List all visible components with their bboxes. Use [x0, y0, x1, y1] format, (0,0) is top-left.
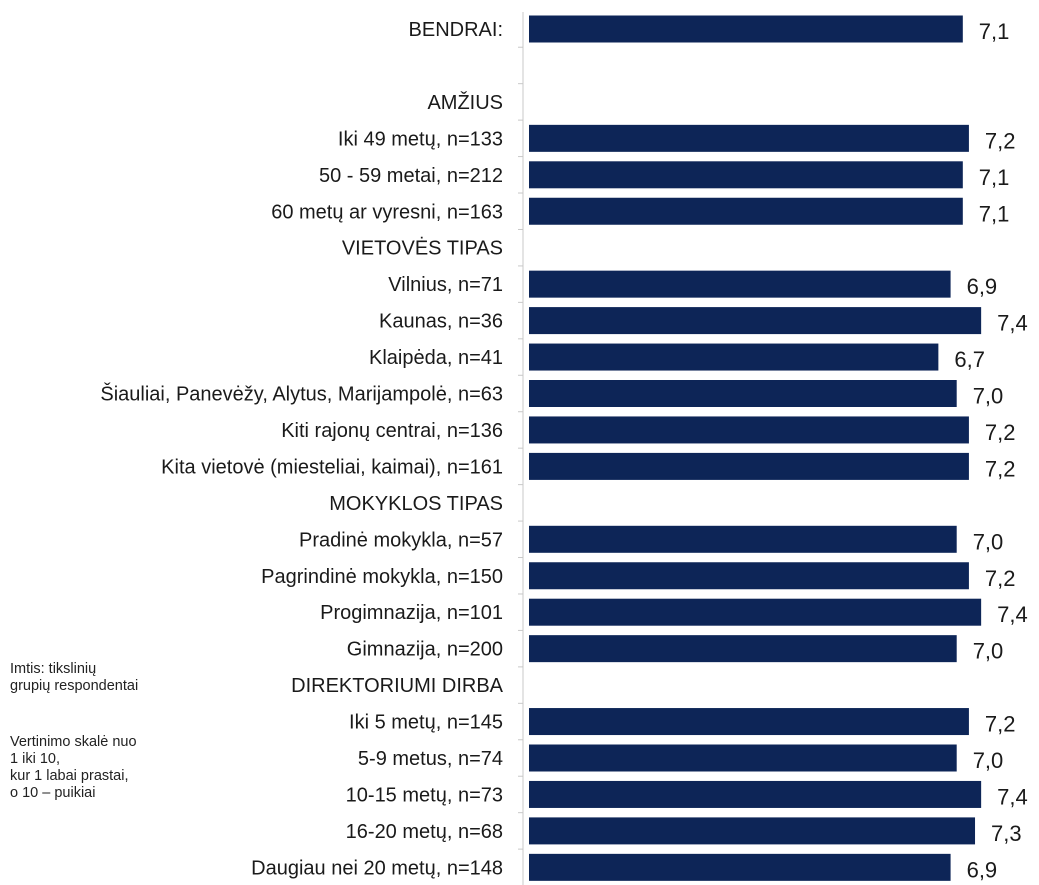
- category-label: Šiauliai, Panevėžy, Alytus, Marijampolė,…: [100, 383, 503, 406]
- data-label: 7,2: [985, 456, 1016, 481]
- bar: [529, 525, 957, 553]
- bar: [529, 817, 976, 845]
- data-label: 7,0: [973, 748, 1004, 773]
- data-label: 7,1: [979, 201, 1010, 226]
- category-label: Daugiau nei 20 metų, n=148: [251, 857, 503, 879]
- bar: [529, 853, 951, 881]
- category-label: Klaipėda, n=41: [369, 347, 503, 369]
- category-label: Gimnazija, n=200: [347, 639, 503, 661]
- category-label: Iki 49 metų, n=133: [338, 128, 503, 150]
- data-label: 7,1: [979, 165, 1010, 190]
- data-label: 7,4: [997, 784, 1028, 809]
- data-label: 6,9: [967, 857, 998, 882]
- category-label: Kita vietovė (miesteliai, kaimai), n=161: [161, 456, 503, 478]
- data-label: 6,7: [954, 347, 985, 372]
- category-label: Kiti rajonų centrai, n=136: [281, 420, 503, 442]
- category-label: Vilnius, n=71: [388, 274, 503, 296]
- category-label: 50 - 59 metai, n=212: [319, 165, 503, 187]
- data-label: 7,2: [985, 420, 1016, 445]
- bar: [529, 635, 957, 663]
- category-label: Pagrindinė mokykla, n=150: [261, 566, 503, 588]
- data-label: 7,2: [985, 566, 1016, 591]
- sample-note: Imtis: tikslinių grupių respondentai: [10, 661, 139, 694]
- bar: [529, 380, 957, 407]
- bar: [529, 197, 963, 225]
- data-label: 7,4: [997, 311, 1028, 336]
- category-label: VIETOVĖS TIPAS: [342, 237, 503, 260]
- data-label: 7,3: [991, 821, 1022, 846]
- bar: [529, 452, 969, 480]
- category-label: 10-15 metų, n=73: [346, 784, 503, 806]
- data-label: 7,4: [997, 602, 1028, 627]
- bar: [529, 744, 957, 772]
- category-label: 16-20 metų, n=68: [346, 821, 503, 843]
- category-label: BENDRAI:: [409, 19, 503, 41]
- bar: [529, 343, 939, 371]
- category-label: Kaunas, n=36: [379, 311, 503, 333]
- data-label: 7,2: [985, 128, 1016, 153]
- category-label: Iki 5 metų, n=145: [349, 712, 503, 734]
- bar: [529, 270, 951, 298]
- category-label: Pradinė mokykla, n=57: [299, 529, 503, 551]
- bar: [529, 598, 982, 626]
- category-label: 60 metų ar vyresni, n=163: [271, 201, 503, 223]
- category-label: AMŽIUS: [427, 91, 503, 114]
- bar: [529, 15, 963, 43]
- data-label: 7,0: [973, 384, 1004, 409]
- data-label: 7,0: [973, 639, 1004, 664]
- category-label: Progimnazija, n=101: [320, 602, 503, 624]
- bar: [529, 780, 982, 808]
- category-label: 5-9 metus, n=74: [358, 748, 503, 770]
- bar: [529, 124, 969, 152]
- category-label: MOKYKLOS TIPAS: [329, 493, 503, 515]
- bar: [529, 161, 963, 189]
- category-label: DIREKTORIUMI DIRBA: [291, 675, 504, 697]
- data-label: 6,9: [967, 274, 998, 299]
- bar: [529, 307, 982, 335]
- data-label: 7,0: [973, 529, 1004, 554]
- bar: [529, 416, 969, 444]
- data-label: 7,1: [979, 19, 1010, 44]
- scale-note: Vertinimo skalė nuo 1 iki 10, kur 1 laba…: [10, 734, 137, 801]
- data-label: 7,2: [985, 712, 1016, 737]
- bar: [529, 562, 969, 590]
- bar: [529, 708, 969, 736]
